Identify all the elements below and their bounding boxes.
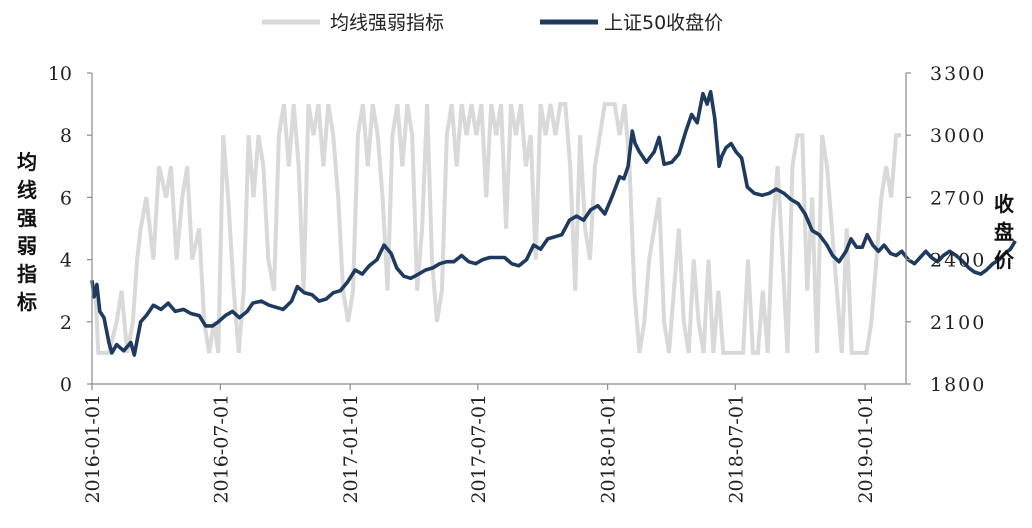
y-right-tick-label: 3000 (930, 125, 986, 147)
x-tick-label: 2016-07-01 (210, 394, 232, 504)
x-tick-label: 2018-07-01 (725, 394, 747, 504)
legend-label-strength: 均线强弱指标 (330, 12, 444, 34)
x-tick-label: 2019-01-01 (855, 394, 877, 504)
legend-label-sz50: 上证50收盘价 (604, 12, 723, 34)
y-right-tick-label: 3300 (930, 63, 986, 85)
y-right-tick-label: 1800 (930, 374, 986, 396)
y-left-tick-label: 10 (48, 63, 72, 85)
y-left-tick-label: 2 (60, 312, 72, 334)
y-right-tick-label: 2700 (930, 187, 986, 209)
y-right-tick-label: 2100 (930, 312, 986, 334)
y-axis-right-ticks: 1800 2100 2400 2700 3000 3300 (906, 63, 986, 396)
y-left-tick-label: 8 (60, 125, 72, 147)
legend: 均线强弱指标 上证50收盘价 (262, 12, 723, 34)
y-axis-left-ticks: 0 2 4 6 8 10 (48, 63, 92, 396)
y-axis-right-label: 收盘价 (994, 192, 1015, 272)
x-tick-label: 2016-01-01 (82, 394, 104, 504)
y-left-tick-label: 0 (60, 374, 72, 396)
plot-area (90, 89, 1017, 357)
x-tick-label: 2017-07-01 (468, 394, 490, 504)
series-line-sz50 (90, 89, 1017, 357)
x-axis-ticks: 2016-01-01 2016-07-01 2017-01-01 2017-07-01… (82, 384, 877, 504)
y-axis-left-label: 均线强弱指标 (17, 150, 37, 314)
x-tick-label: 2017-01-01 (340, 394, 362, 504)
x-tick-label: 2018-01-01 (598, 394, 620, 504)
series-line-strength (92, 102, 902, 355)
y-left-tick-label: 6 (60, 187, 72, 209)
y-left-tick-label: 4 (60, 250, 72, 272)
y-right-tick-label: 2400 (930, 250, 986, 272)
